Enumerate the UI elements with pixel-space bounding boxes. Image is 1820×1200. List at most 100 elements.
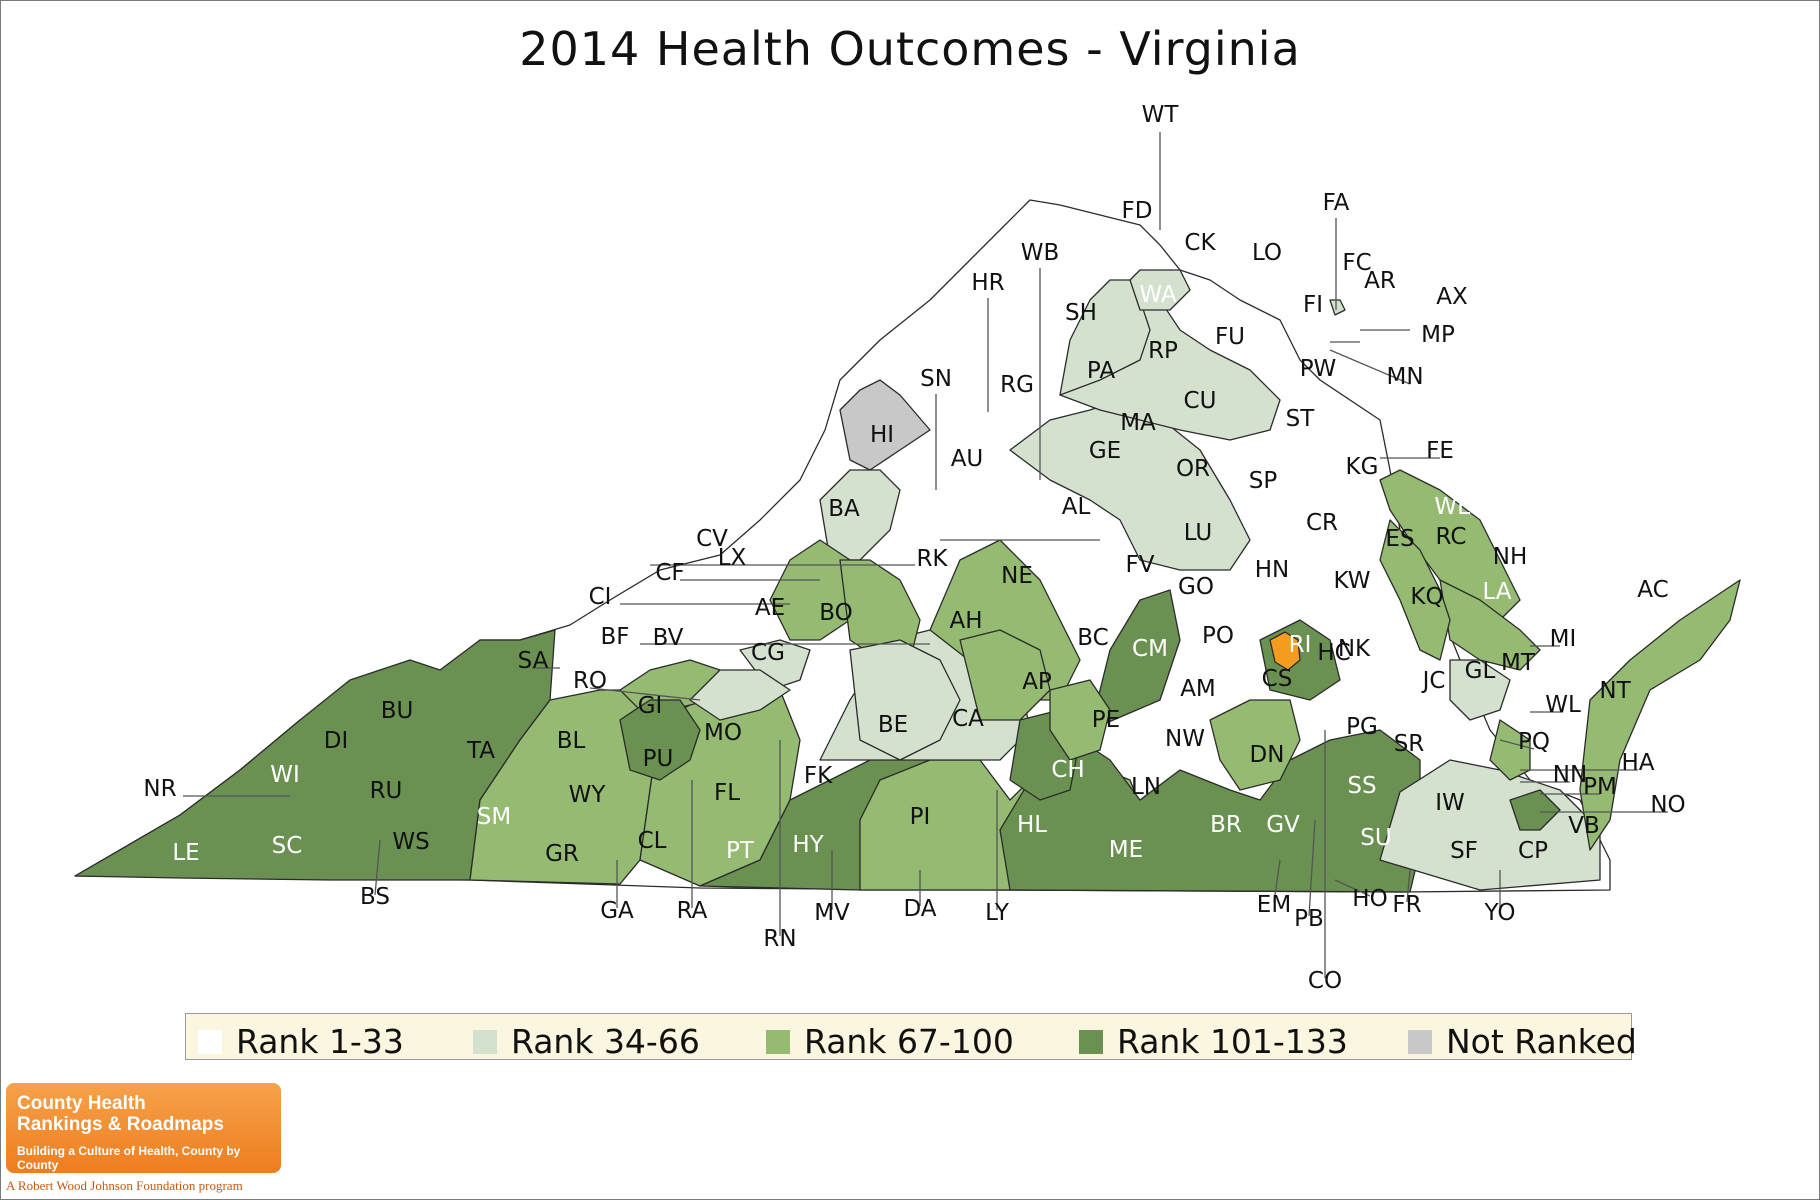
county-label-pa: PA <box>1087 358 1115 384</box>
map-title: 2014 Health Outcomes - Virginia <box>519 22 1301 76</box>
county-label-le: LE <box>172 840 199 866</box>
county-label-br: BR <box>1210 812 1242 838</box>
county-label-go: GO <box>1178 574 1214 600</box>
region-cumberland-dark <box>1089 589 1181 731</box>
region-pulaski-dark <box>619 699 701 781</box>
county-label-sa: SA <box>518 648 549 674</box>
legend-swatch <box>1408 1029 1432 1054</box>
county-label-sn: SN <box>920 366 952 392</box>
county-label-wy: WY <box>569 782 607 808</box>
county-label-hn: HN <box>1255 557 1290 583</box>
county-label-su: SU <box>1360 825 1391 851</box>
county-label-sf: SF <box>1450 838 1478 864</box>
county-label-pg: PG <box>1346 714 1378 740</box>
county-label-ck: CK <box>1184 230 1216 256</box>
county-label-ax: AX <box>1436 284 1468 310</box>
logo-footer: A Robert Wood Johnson Foundation program <box>6 1178 243 1193</box>
region-gloucester-light <box>1449 659 1511 721</box>
county-label-ae: AE <box>755 595 785 621</box>
county-label-bs: BS <box>360 884 390 910</box>
leader-line <box>1499 739 1535 750</box>
legend-item-rank-1-33: Rank 1-33 <box>198 1022 404 1061</box>
county-label-bl: BL <box>557 728 586 754</box>
region-southeast-light <box>1379 759 1601 891</box>
legend-item-not-ranked: Not Ranked <box>1408 1022 1637 1061</box>
leader-line <box>1273 859 1281 903</box>
county-label-cc: CC <box>1363 674 1395 700</box>
county-label-me: ME <box>1109 837 1143 863</box>
county-label-kg: KG <box>1346 454 1379 480</box>
county-label-nw: NW <box>1165 726 1205 752</box>
region-blacksburg-light <box>689 669 791 721</box>
legend: Rank 1-33 Rank 34-66 Rank 67-100 Rank 10… <box>185 1013 1637 1061</box>
county-label-kq: KQ <box>1410 584 1443 610</box>
county-label-no: NO <box>1650 792 1685 818</box>
county-label-cs: CS <box>1262 666 1293 692</box>
county-label-wi: WI <box>270 762 300 788</box>
legend-swatch <box>198 1029 222 1054</box>
county-label-fa: FA <box>1323 190 1350 216</box>
county-label-ra: RA <box>677 898 708 924</box>
county-label-au: AU <box>951 446 984 472</box>
label-leader-lines <box>183 132 1668 978</box>
county-label-fe: FE <box>1426 438 1454 464</box>
logo-line-1: County Health <box>17 1093 146 1114</box>
county-label-we: WE <box>1434 494 1471 520</box>
region-king-and-queen-mid <box>1379 519 1451 661</box>
county-label-rc: RC <box>1436 524 1467 550</box>
county-label-fd: FD <box>1122 198 1153 224</box>
county-label-pq: PQ <box>1518 729 1550 755</box>
county-label-hr: HR <box>971 270 1004 296</box>
county-label-co: CO <box>1308 968 1342 994</box>
county-label-pm: PM <box>1583 774 1617 800</box>
county-label-nk: NK <box>1338 636 1371 662</box>
legend-item-rank-34-66: Rank 34-66 <box>473 1022 700 1061</box>
county-label-pw: PW <box>1300 356 1337 382</box>
county-label-rn: RN <box>763 926 796 952</box>
legend-label: Rank 1-33 <box>236 1022 404 1061</box>
county-label-ap: AP <box>1022 669 1052 695</box>
region-roanoke-mid <box>839 559 921 661</box>
county-label-nr: NR <box>143 776 176 802</box>
county-label-cr: CR <box>1306 510 1338 536</box>
county-label-wb: WB <box>1021 240 1060 266</box>
county-label-ru: RU <box>370 778 403 804</box>
county-label-ro: RO <box>573 668 607 694</box>
county-label-ho: HO <box>1352 886 1387 912</box>
county-label-em: EM <box>1257 892 1291 918</box>
county-label-am: AM <box>1180 676 1216 702</box>
county-label-rk: RK <box>916 546 948 572</box>
logo-tagline: Building a Culture of Health, County by … <box>17 1144 241 1172</box>
county-label-ws: WS <box>392 829 429 855</box>
county-label-or: OR <box>1176 456 1210 482</box>
county-label-ch: CH <box>1051 757 1084 783</box>
county-label-mp: MP <box>1421 322 1455 348</box>
county-label-ah: AH <box>949 608 982 634</box>
county-label-ly: LY <box>985 900 1010 926</box>
county-label-pb: PB <box>1294 906 1324 932</box>
region-bedford-light <box>849 639 961 761</box>
county-label-bf: BF <box>600 624 629 650</box>
legend-swatch <box>1079 1029 1103 1054</box>
county-label-cu: CU <box>1184 388 1217 414</box>
county-label-ln: LN <box>1131 774 1161 800</box>
logo-line-2: Rankings & Roadmaps <box>17 1114 224 1135</box>
leader-line <box>374 839 381 896</box>
county-label-fr: FR <box>1392 892 1421 918</box>
county-label-fl: FL <box>714 780 740 806</box>
county-label-gi: GI <box>638 693 663 719</box>
county-label-di: DI <box>324 728 349 754</box>
county-label-hi: HI <box>870 422 894 448</box>
county-label-sh: SH <box>1065 300 1097 326</box>
county-label-yo: YO <box>1484 900 1516 926</box>
legend-swatch <box>766 1029 790 1054</box>
county-label-wt: WT <box>1142 102 1180 128</box>
county-label-st: ST <box>1286 406 1316 432</box>
county-label-ne: NE <box>1001 563 1033 589</box>
county-label-da: DA <box>903 896 936 922</box>
county-label-fi: FI <box>1303 292 1323 318</box>
region-dinwiddie-mid <box>1209 699 1301 791</box>
legend-item-rank-101-133: Rank 101-133 <box>1079 1022 1348 1061</box>
county-label-sr: SR <box>1394 731 1425 757</box>
